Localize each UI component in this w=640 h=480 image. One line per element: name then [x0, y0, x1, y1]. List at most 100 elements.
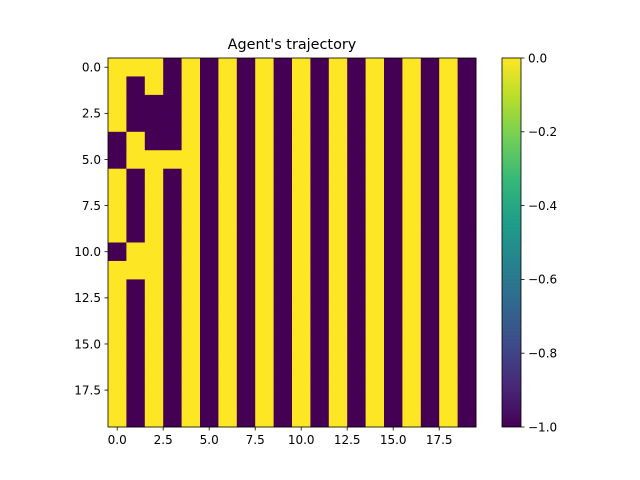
heatmap-cell — [255, 390, 274, 409]
heatmap-cell — [273, 150, 293, 170]
heatmap-cell — [365, 316, 385, 336]
heatmap-cell — [163, 58, 182, 77]
heatmap-cell — [310, 76, 330, 96]
heatmap-cell — [328, 76, 348, 96]
y-axis: 0.0 2.5 5.0 7.5 10.0 12.5 15.0 17.5 — [74, 61, 108, 397]
heatmap-cell — [310, 334, 330, 354]
heatmap-cell — [255, 58, 274, 77]
heatmap-cell — [108, 76, 127, 96]
heatmap-cell — [200, 58, 219, 77]
heatmap-cell — [402, 58, 422, 77]
x-tick-label: 2.5 — [154, 433, 173, 447]
heatmap-cell — [108, 113, 127, 133]
heatmap-cell — [347, 316, 366, 336]
colorbar-axis: 0.0 −0.2 −0.4 −0.6 −0.8 −1.0 — [521, 51, 557, 434]
heatmap-cell — [402, 187, 422, 206]
heatmap-cell — [384, 353, 403, 373]
heatmap-cell — [347, 242, 366, 262]
heatmap-cell — [236, 260, 256, 280]
x-tick-label: 12.5 — [334, 433, 361, 447]
heatmap-cell — [402, 150, 422, 170]
heatmap-cell — [236, 150, 256, 170]
heatmap-cell — [347, 279, 366, 299]
heatmap-cell — [457, 224, 477, 243]
heatmap-cell — [457, 168, 477, 188]
heatmap-cell — [328, 205, 348, 225]
heatmap-cell — [384, 187, 403, 206]
heatmap-cell — [218, 224, 238, 243]
heatmap-cell — [457, 131, 477, 151]
heatmap-cell — [144, 150, 164, 170]
heatmap-cell — [236, 113, 256, 133]
heatmap-cell — [420, 316, 440, 336]
heatmap-cell — [439, 371, 458, 391]
heatmap-cell — [181, 58, 201, 77]
heatmap-cell — [328, 353, 348, 373]
heatmap-cell — [439, 390, 458, 409]
heatmap-cell — [163, 260, 182, 280]
heatmap-cell — [439, 408, 458, 428]
heatmap-cell — [439, 260, 458, 280]
heatmap-cell — [328, 113, 348, 133]
heatmap-cell — [181, 390, 201, 409]
heatmap-cell — [384, 58, 403, 77]
heatmap-cell — [181, 242, 201, 262]
heatmap-cell — [255, 94, 274, 114]
heatmap-cell — [402, 334, 422, 354]
x-tick-label: 5.0 — [200, 433, 219, 447]
heatmap-cell — [181, 408, 201, 428]
heatmap-cell — [144, 334, 164, 354]
heatmap-cell — [457, 205, 477, 225]
heatmap-cell — [457, 408, 477, 428]
heatmap-cell — [420, 113, 440, 133]
heatmap-cell — [218, 94, 238, 114]
heatmap-cell — [126, 131, 146, 151]
heatmap-cell — [328, 334, 348, 354]
heatmap-cell — [163, 371, 182, 391]
heatmap-cell — [108, 297, 127, 317]
heatmap-cell — [420, 390, 440, 409]
heatmap-cell — [126, 94, 146, 114]
heatmap-cell — [292, 334, 311, 354]
heatmap-cell — [181, 94, 201, 114]
heatmap-cell — [328, 260, 348, 280]
heatmap-cell — [163, 390, 182, 409]
heatmap-cell — [126, 279, 146, 299]
heatmap-cell — [439, 297, 458, 317]
heatmap-cell — [347, 353, 366, 373]
heatmap-cell — [310, 371, 330, 391]
heatmap-cell — [144, 408, 164, 428]
heatmap-cell — [292, 297, 311, 317]
heatmap-cell — [181, 297, 201, 317]
heatmap-cell — [200, 94, 219, 114]
heatmap-cell — [255, 334, 274, 354]
heatmap-cell — [439, 279, 458, 299]
heatmap-cell — [292, 408, 311, 428]
heatmap-cell — [402, 224, 422, 243]
heatmap-cell — [218, 334, 238, 354]
heatmap-cell — [420, 205, 440, 225]
heatmap-cell — [108, 150, 127, 170]
heatmap-cell — [292, 205, 311, 225]
heatmap-cell — [384, 242, 403, 262]
heatmap-cell — [310, 94, 330, 114]
heatmap-cell — [273, 168, 293, 188]
heatmap-cell — [218, 297, 238, 317]
heatmap-cell — [420, 131, 440, 151]
heatmap-cell — [218, 187, 238, 206]
heatmap-cell — [402, 113, 422, 133]
heatmap-cell — [347, 371, 366, 391]
heatmap-cell — [420, 76, 440, 96]
heatmap-cell — [200, 297, 219, 317]
heatmap-cell — [236, 316, 256, 336]
heatmap-cell — [255, 242, 274, 262]
heatmap-cell — [200, 390, 219, 409]
heatmap-cell — [255, 279, 274, 299]
heatmap-cell — [108, 131, 127, 151]
heatmap-cell — [402, 131, 422, 151]
heatmap-cell — [310, 224, 330, 243]
heatmap-cell — [439, 150, 458, 170]
heatmap-cell — [310, 58, 330, 77]
heatmap-cell — [292, 390, 311, 409]
heatmap-cell — [126, 242, 146, 262]
